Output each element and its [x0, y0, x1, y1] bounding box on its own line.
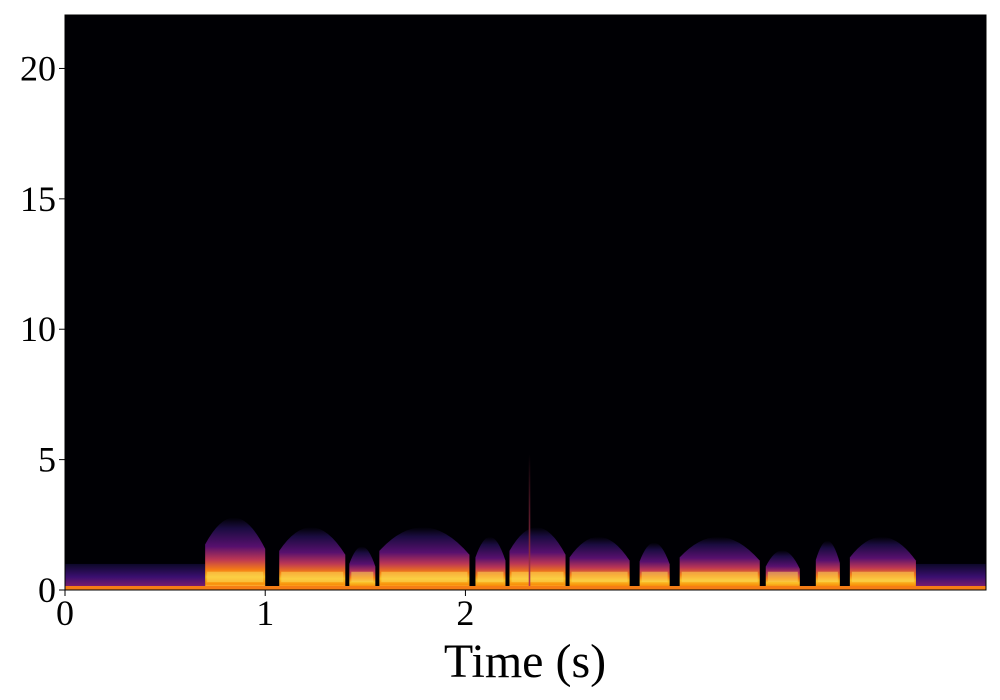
formant-band-5: [511, 571, 564, 583]
y-tick-label: 5: [38, 440, 56, 480]
x-tick-label: 1: [256, 593, 274, 633]
plot-frame: [64, 14, 987, 591]
formant-band-10: [817, 571, 838, 583]
formant-band-1: [281, 571, 344, 583]
noise-floor-1: [915, 563, 986, 590]
formant-band-9: [767, 571, 798, 583]
x-tick-label: 0: [56, 593, 74, 633]
formant-band-0: [207, 571, 264, 583]
formant-band-3: [381, 571, 468, 583]
formant-band-11: [851, 571, 914, 583]
plot-background: [65, 15, 986, 590]
y-tick-label: 20: [20, 48, 56, 88]
y-tick-label: 0: [38, 570, 56, 610]
formant-band-6: [571, 571, 628, 583]
formant-band-2: [351, 571, 374, 583]
y-tick-label: 15: [20, 179, 56, 219]
x-tick-label: 2: [456, 593, 474, 633]
x-axis-label: Time (s): [444, 635, 606, 688]
low-frequency-band: [65, 586, 986, 590]
transient-0: [528, 454, 531, 590]
formant-band-4: [477, 571, 504, 583]
formant-band-8: [681, 571, 758, 583]
formant-band-7: [641, 571, 668, 583]
noise-floor-0: [65, 563, 206, 590]
y-tick-label: 10: [20, 309, 56, 349]
